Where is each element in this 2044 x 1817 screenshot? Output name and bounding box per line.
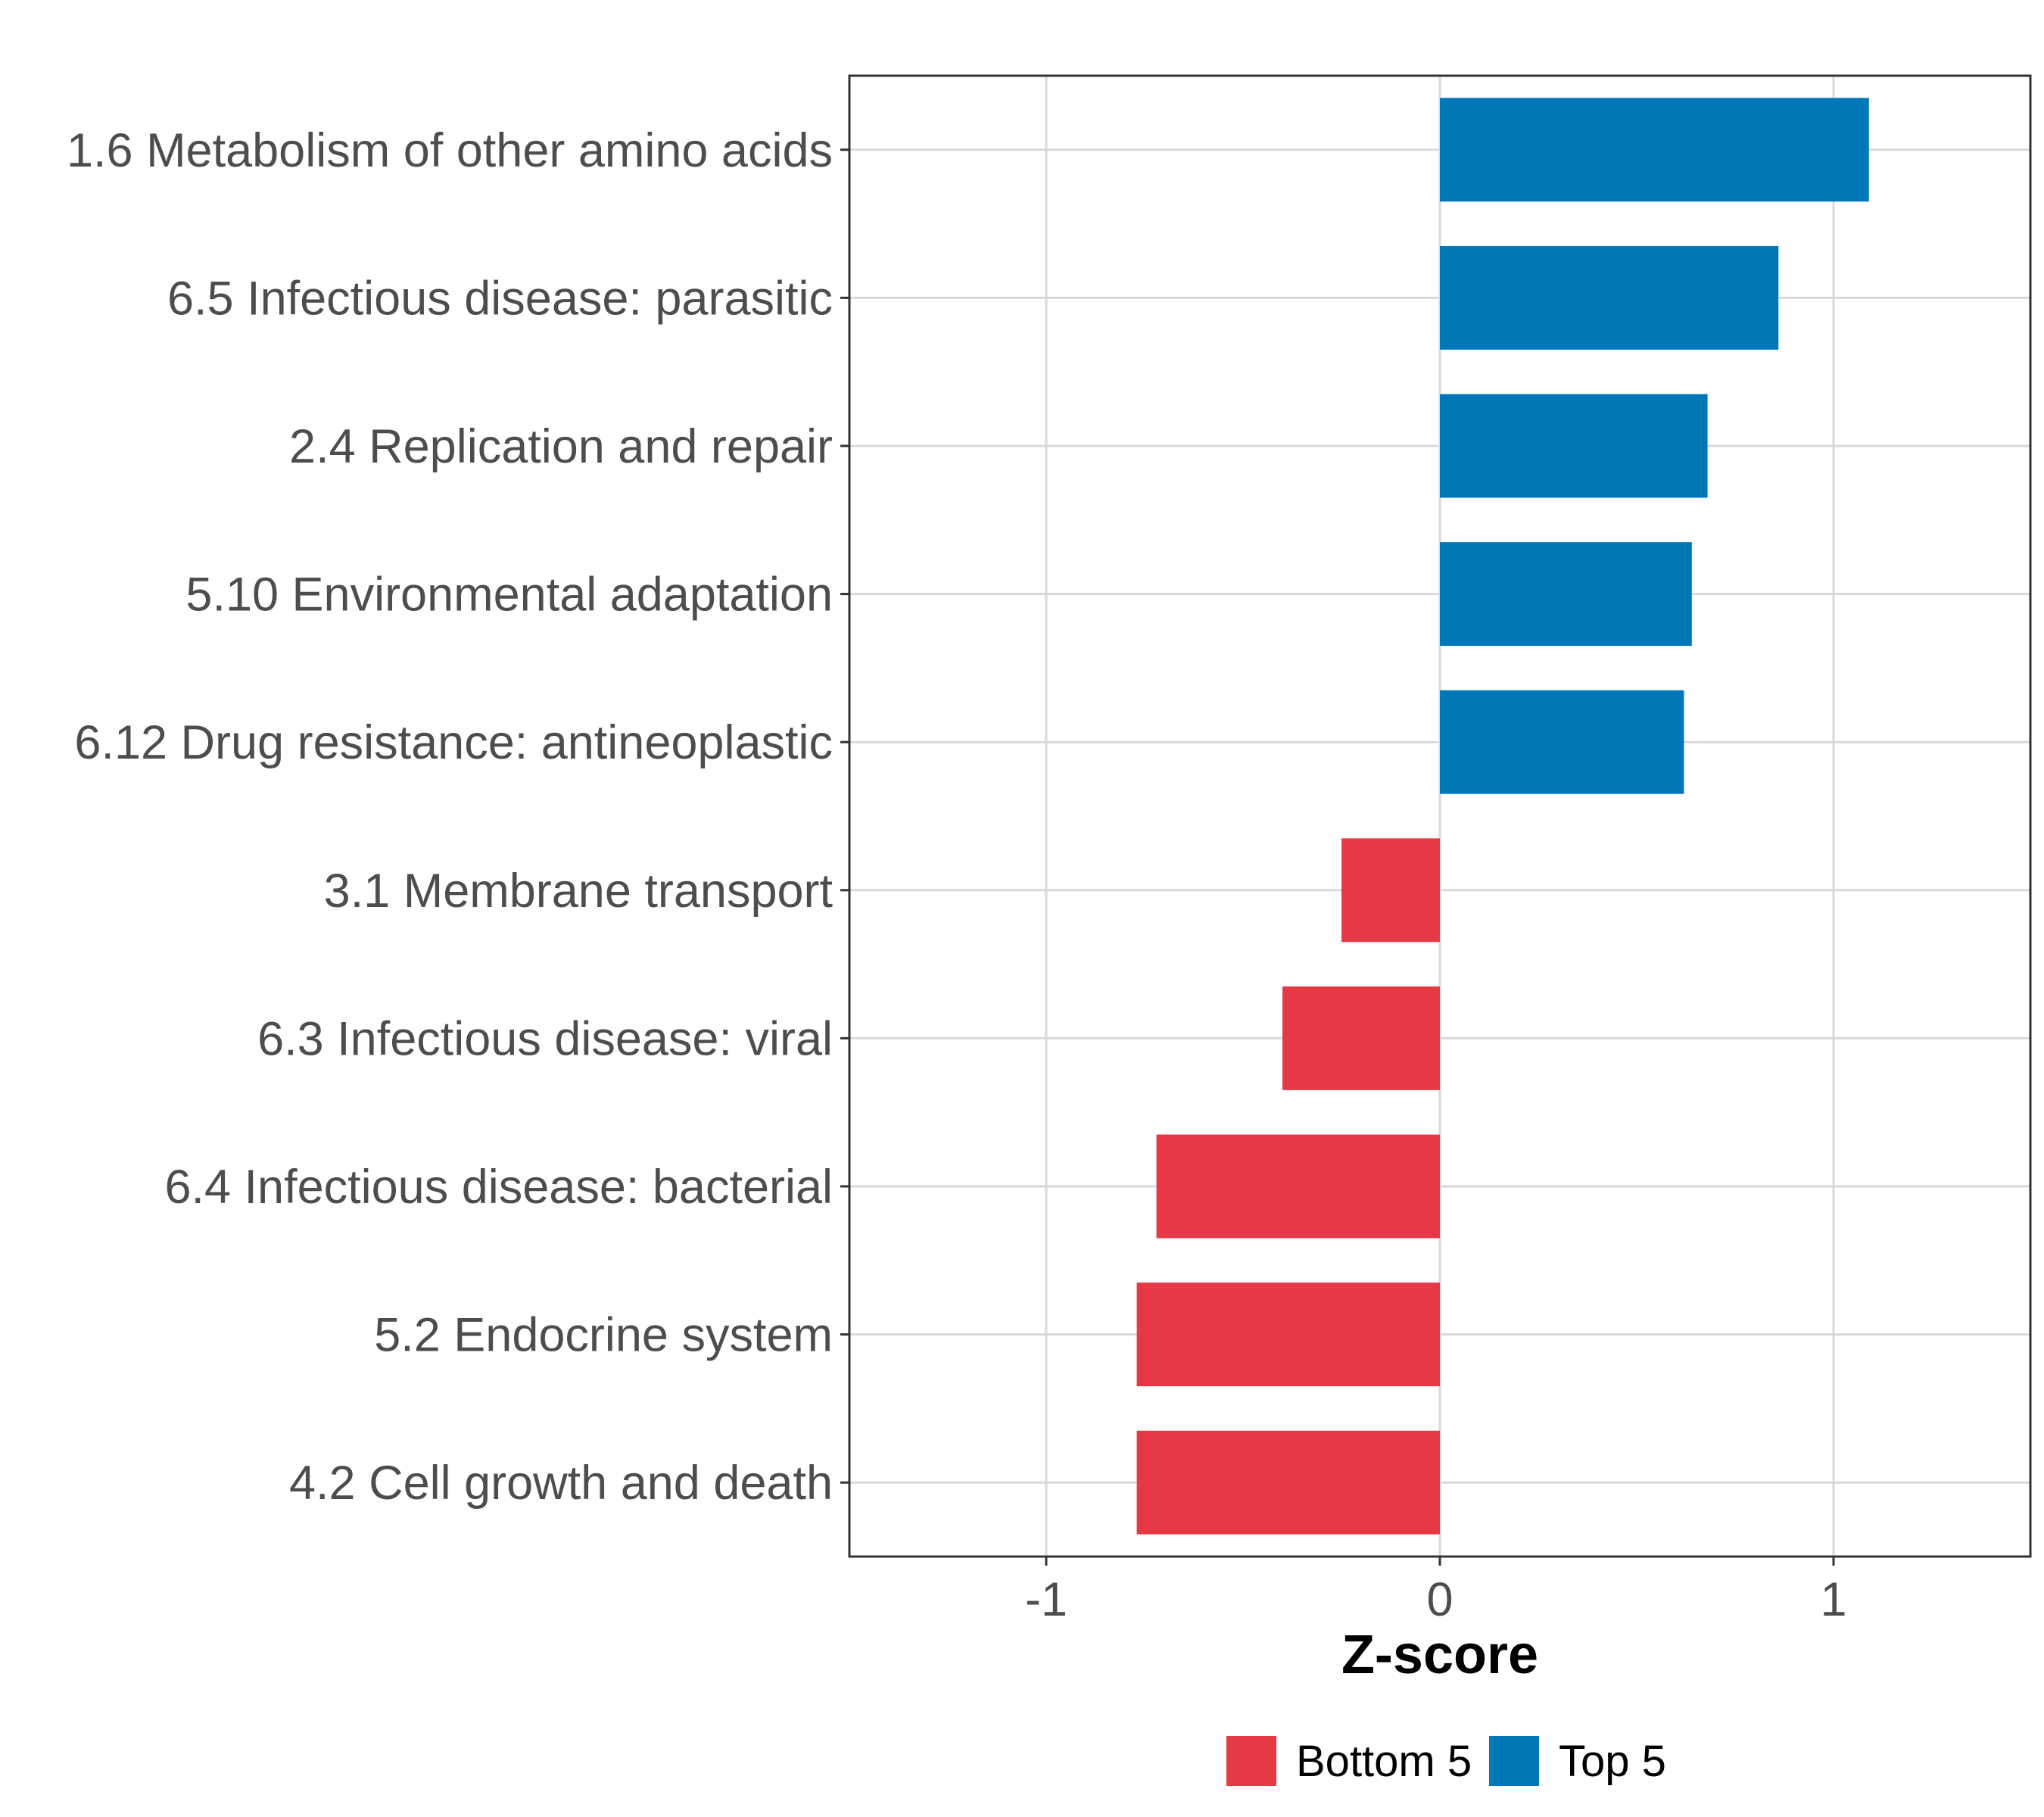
legend-label: Top 5 — [1559, 1737, 1666, 1786]
category-label: 5.10 Environmental adaptation — [185, 569, 833, 622]
bar — [1440, 542, 1692, 647]
category-label: 6.3 Infectious disease: viral — [257, 1012, 833, 1065]
bar — [1440, 98, 1869, 202]
bar — [1440, 245, 1779, 350]
category-label: 2.4 Replication and repair — [289, 420, 833, 473]
bars — [1136, 98, 1869, 1535]
legend-label: Bottom 5 — [1296, 1737, 1472, 1786]
category-label: 3.1 Membrane transport — [324, 865, 833, 918]
bar — [1136, 1282, 1440, 1387]
legend-key — [1489, 1736, 1539, 1786]
x-axis-title: Z-score — [1341, 1625, 1538, 1685]
category-labels: 1.6 Metabolism of other amino acids 6.5 I… — [67, 124, 833, 1510]
category-label: 6.12 Drug resistance: antineoplastic — [74, 716, 833, 769]
category-label: 5.2 Endocrine system — [374, 1309, 833, 1362]
axis-ticks — [840, 148, 1835, 1566]
x-tick-label: 0 — [1426, 1573, 1453, 1626]
x-tick-label: 1 — [1820, 1573, 1846, 1626]
bar — [1282, 986, 1440, 1090]
category-label: 6.4 Infectious disease: bacterial — [164, 1161, 833, 1214]
x-tick-label: -1 — [1025, 1573, 1067, 1626]
legend: Bottom 5 Top 5 — [1226, 1736, 1666, 1786]
bar — [1156, 1134, 1440, 1239]
bar — [1440, 690, 1684, 794]
bar — [1136, 1430, 1440, 1535]
bar — [1341, 838, 1440, 943]
category-label: 4.2 Cell growth and death — [289, 1457, 833, 1510]
bar — [1440, 394, 1708, 498]
category-label: 6.5 Infectious disease: parasitic — [167, 272, 833, 325]
category-label: 1.6 Metabolism of other amino acids — [67, 124, 833, 177]
legend-key — [1226, 1736, 1276, 1786]
x-tick-labels: -1 0 1 — [1025, 1573, 1847, 1626]
